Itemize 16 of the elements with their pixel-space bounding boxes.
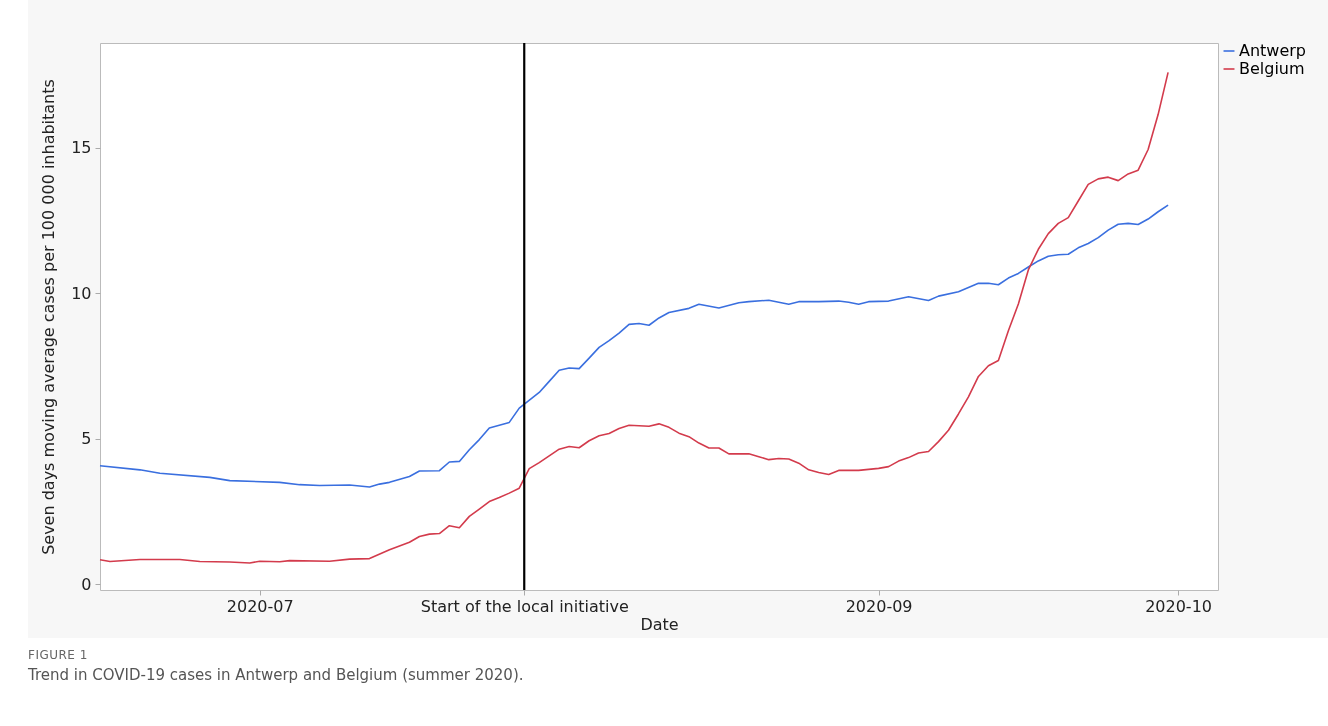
text: FIGURE 1 xyxy=(28,648,89,662)
text: Trend in COVID-19 cases in Antwerp and Belgium (summer 2020). xyxy=(28,666,525,684)
x-tick-label: 2020-09 xyxy=(845,596,913,616)
x-tick-label: 2020-07 xyxy=(226,596,294,616)
y-tick-label: 15 xyxy=(71,138,92,158)
legend-label: Belgium xyxy=(1239,59,1305,78)
legend-label: Antwerp xyxy=(1239,41,1307,60)
x-axis-title: Date xyxy=(640,614,679,634)
y-axis-title: Seven days moving average cases per 100 000 inhabitants xyxy=(39,79,59,555)
line-series xyxy=(99,204,1169,488)
x-tick-label: Start of the local initiative xyxy=(420,596,629,616)
y-tick-label: 0 xyxy=(81,574,92,594)
y-tick-label: 5 xyxy=(81,429,92,449)
x-tick-label: 2020-10 xyxy=(1145,596,1212,616)
y-tick-label: 10 xyxy=(71,283,92,303)
line-series xyxy=(99,71,1169,564)
